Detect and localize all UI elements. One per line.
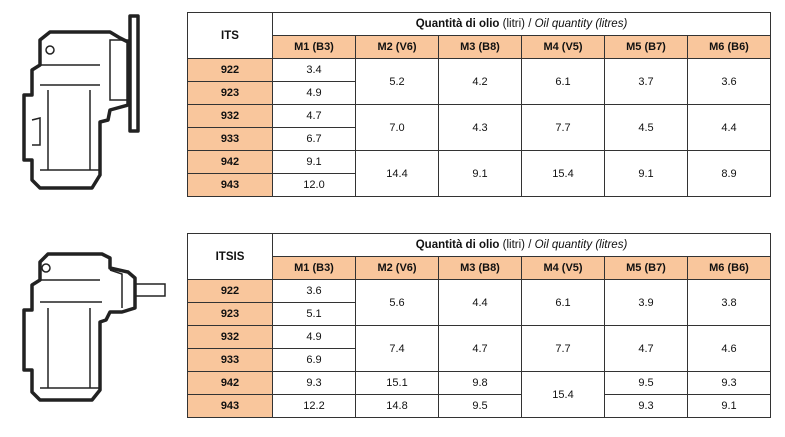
mount-header: M6 (B6) bbox=[687, 35, 771, 59]
title-unit-it: (litri) bbox=[502, 239, 525, 251]
value-cell: 3.9 bbox=[604, 279, 688, 326]
model-header: ITSIS bbox=[187, 233, 273, 280]
table-row: 932 4.9 7.4 4.7 7.7 4.7 4.6 bbox=[187, 325, 771, 372]
size-label: 922 bbox=[187, 279, 273, 303]
value-cell: 4.3 bbox=[438, 104, 522, 151]
table-row: 933 6.7 bbox=[187, 127, 771, 151]
mount-header: M2 (V6) bbox=[355, 256, 439, 280]
mount-header: M3 (B8) bbox=[438, 256, 522, 280]
mount-header: M3 (B8) bbox=[438, 35, 522, 59]
table-row: 943 12.0 bbox=[187, 173, 771, 197]
value-cell: 9.5 bbox=[438, 394, 522, 418]
value-cell: 6.1 bbox=[521, 58, 605, 105]
value-cell: 4.5 bbox=[604, 104, 688, 151]
value-cell: 6.9 bbox=[272, 348, 356, 372]
mount-header: M1 (B3) bbox=[272, 35, 356, 59]
title-main-en: Oil quantity bbox=[534, 18, 593, 30]
title-separator: / bbox=[528, 18, 532, 30]
table-row: 933 6.9 bbox=[187, 348, 771, 372]
table-row: 943 12.2 14.8 9.5 9.3 9.1 bbox=[187, 394, 771, 418]
mount-header: M4 (V5) bbox=[521, 35, 605, 59]
table-row: 922 3.6 5.6 4.4 6.1 3.9 3.8 bbox=[187, 279, 771, 326]
value-cell: 4.9 bbox=[272, 325, 356, 349]
value-cell: 4.7 bbox=[272, 104, 356, 128]
table-row: 942 9.3 15.1 9.8 15.4 9.5 9.3 bbox=[187, 371, 771, 418]
value-cell: 4.4 bbox=[438, 279, 522, 326]
value-cell: 15.4 bbox=[521, 371, 605, 418]
table-title: Quantità di olio (litri) / Oil quantity … bbox=[272, 233, 771, 257]
value-cell: 5.6 bbox=[355, 279, 439, 326]
value-cell: 3.8 bbox=[687, 279, 771, 326]
value-cell: 12.0 bbox=[272, 173, 356, 197]
value-cell: 5.1 bbox=[272, 302, 356, 326]
value-cell: 5.2 bbox=[355, 58, 439, 105]
mount-header: M1 (B3) bbox=[272, 256, 356, 280]
title-main: Quantità di olio bbox=[415, 239, 500, 251]
value-cell: 9.8 bbox=[438, 371, 522, 395]
oil-quantity-table-itsis: ITSIS Quantità di olio (litri) / Oil qua… bbox=[187, 233, 771, 418]
title-unit-en: (litres) bbox=[595, 239, 628, 251]
value-cell: 4.7 bbox=[438, 325, 522, 372]
size-label: 933 bbox=[187, 348, 273, 372]
value-cell: 3.6 bbox=[687, 58, 771, 105]
table-row: 932 4.7 7.0 4.3 7.7 4.5 4.4 bbox=[187, 104, 771, 151]
value-cell: 4.6 bbox=[687, 325, 771, 372]
size-label: 922 bbox=[187, 58, 273, 82]
value-cell: 9.3 bbox=[687, 371, 771, 395]
value-cell: 7.4 bbox=[355, 325, 439, 372]
size-label: 932 bbox=[187, 104, 273, 128]
table-row: 922 3.4 5.2 4.2 6.1 3.7 3.6 bbox=[187, 58, 771, 105]
table-row: 942 9.1 14.4 9.1 15.4 9.1 8.9 bbox=[187, 150, 771, 197]
value-cell: 14.8 bbox=[355, 394, 439, 418]
mount-header: M4 (V5) bbox=[521, 256, 605, 280]
value-cell: 3.7 bbox=[604, 58, 688, 105]
size-label: 942 bbox=[187, 150, 273, 174]
value-cell: 9.3 bbox=[604, 394, 688, 418]
gear-unit-its-drawing bbox=[22, 14, 140, 190]
title-main: Quantità di olio bbox=[415, 18, 500, 30]
value-cell: 3.6 bbox=[272, 279, 356, 303]
value-cell: 7.7 bbox=[521, 104, 605, 151]
size-label: 923 bbox=[187, 302, 273, 326]
value-cell: 9.1 bbox=[604, 150, 688, 197]
mount-header: M5 (B7) bbox=[604, 256, 688, 280]
value-cell: 9.3 bbox=[272, 371, 356, 395]
size-label: 943 bbox=[187, 394, 273, 418]
title-main-en: Oil quantity bbox=[534, 239, 593, 251]
value-cell: 9.1 bbox=[687, 394, 771, 418]
value-cell: 4.7 bbox=[604, 325, 688, 372]
size-label: 923 bbox=[187, 81, 273, 105]
value-cell: 9.1 bbox=[272, 150, 356, 174]
title-separator: / bbox=[528, 239, 532, 251]
value-cell: 7.7 bbox=[521, 325, 605, 372]
value-cell: 14.4 bbox=[355, 150, 439, 197]
title-unit-it: (litri) bbox=[502, 18, 525, 30]
mount-header: M6 (B6) bbox=[687, 256, 771, 280]
oil-quantity-table-its: ITS Quantità di olio (litri) / Oil quant… bbox=[187, 12, 771, 197]
value-cell: 15.4 bbox=[521, 150, 605, 197]
value-cell: 9.1 bbox=[438, 150, 522, 197]
mount-header: M2 (V6) bbox=[355, 35, 439, 59]
value-cell: 15.1 bbox=[355, 371, 439, 395]
gear-unit-itsis-drawing bbox=[22, 252, 166, 402]
model-header: ITS bbox=[187, 12, 273, 59]
size-label: 933 bbox=[187, 127, 273, 151]
mount-header: M5 (B7) bbox=[604, 35, 688, 59]
table-title: Quantità di olio (litri) / Oil quantity … bbox=[272, 12, 771, 36]
value-cell: 6.1 bbox=[521, 279, 605, 326]
value-cell: 7.0 bbox=[355, 104, 439, 151]
value-cell: 9.5 bbox=[604, 371, 688, 395]
size-label: 932 bbox=[187, 325, 273, 349]
value-cell: 4.4 bbox=[687, 104, 771, 151]
value-cell: 6.7 bbox=[272, 127, 356, 151]
size-label: 942 bbox=[187, 371, 273, 395]
value-cell: 4.9 bbox=[272, 81, 356, 105]
value-cell: 8.9 bbox=[687, 150, 771, 197]
value-cell: 12.2 bbox=[272, 394, 356, 418]
value-cell: 4.2 bbox=[438, 58, 522, 105]
value-cell: 3.4 bbox=[272, 58, 356, 82]
table-row: 923 5.1 bbox=[187, 302, 771, 326]
title-unit-en: (litres) bbox=[595, 18, 628, 30]
size-label: 943 bbox=[187, 173, 273, 197]
